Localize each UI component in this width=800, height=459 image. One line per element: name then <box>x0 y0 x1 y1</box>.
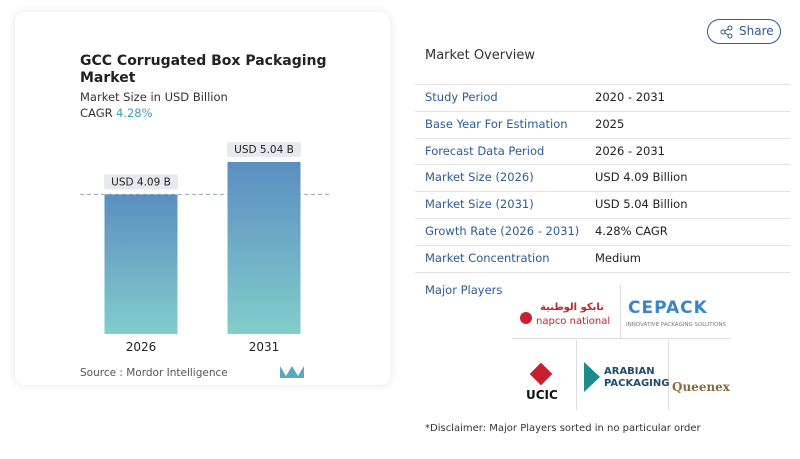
logo-text: INNOVATIVE PACKAGING SOLUTIONS <box>626 322 727 328</box>
row-label: Study Period <box>425 90 498 104</box>
divider <box>620 285 621 338</box>
row-divider <box>415 84 790 85</box>
row-label: Market Concentration <box>425 250 550 265</box>
row-label: Market Size (2026) <box>425 170 534 185</box>
value-label: USD 4.09 B <box>111 176 171 188</box>
logo-mark <box>520 312 532 324</box>
cagr-value: 4.28% <box>116 106 153 120</box>
logo-text: PACKAGING <box>604 378 670 389</box>
row-label: Growth Rate (2026 - 2031) <box>425 224 580 238</box>
row-label: Forecast Data Period <box>425 143 545 158</box>
row-label: Market Size (2031) <box>425 197 534 212</box>
row-value: 4.28% CAGR <box>595 224 668 238</box>
row-divider <box>415 164 790 166</box>
value-label: USD 5.04 B <box>234 144 294 156</box>
row-value: USD 5.04 Billion <box>595 197 688 212</box>
source: Source : Mordor Intelligence <box>80 367 228 379</box>
overview-title: Market Overview <box>425 48 536 63</box>
bar <box>227 162 301 334</box>
chart-title: GCC Corrugated Box Packaging Market <box>80 53 327 86</box>
logo-mark <box>584 362 600 392</box>
logo-text: CEPACK <box>628 298 708 318</box>
logo-text: نابكو الوطنية <box>540 302 604 313</box>
chart: GCC Corrugated Box Packaging Market Marke… <box>80 53 330 379</box>
row-value: USD 4.09 Billion <box>595 170 688 185</box>
share-icon <box>720 25 733 39</box>
row-value: Medium <box>595 250 641 265</box>
chart-card <box>15 12 390 385</box>
x-tick-label: 2026 <box>126 340 157 354</box>
row-divider <box>415 218 790 219</box>
row-label: Base Year For Estimation <box>425 116 568 131</box>
row-divider <box>415 110 790 112</box>
row-divider <box>415 137 790 139</box>
logo-text: Queenex <box>672 380 730 394</box>
disclaimer: *Disclaimer: Major Players sorted in no … <box>425 423 701 434</box>
value-label-box <box>104 174 178 190</box>
row-divider <box>415 191 790 193</box>
divider <box>576 340 577 410</box>
logo-mark <box>529 362 553 386</box>
row-value: 2025 <box>595 116 625 131</box>
x-tick-label: 2031 <box>249 340 280 354</box>
value-label-box <box>227 142 301 157</box>
row-divider <box>415 244 790 246</box>
share-button[interactable]: Share <box>707 19 781 44</box>
logo-text: ARABIAN <box>604 366 655 377</box>
chart-subtitle: Market Size in USD Billion <box>80 90 228 104</box>
bar <box>104 194 178 334</box>
logo-text: napco national <box>536 316 611 327</box>
share-text: Share <box>739 24 774 38</box>
divider <box>512 338 730 339</box>
logo-text: UCIC <box>526 388 558 402</box>
players-title: Major Players <box>425 283 503 297</box>
divider <box>668 340 669 410</box>
row-divider <box>415 271 790 273</box>
cagr-label: CAGR <box>80 106 113 120</box>
row-value: 2026 - 2031 <box>595 143 665 158</box>
row-value: 2020 - 2031 <box>595 90 665 104</box>
source-logo <box>280 366 304 378</box>
